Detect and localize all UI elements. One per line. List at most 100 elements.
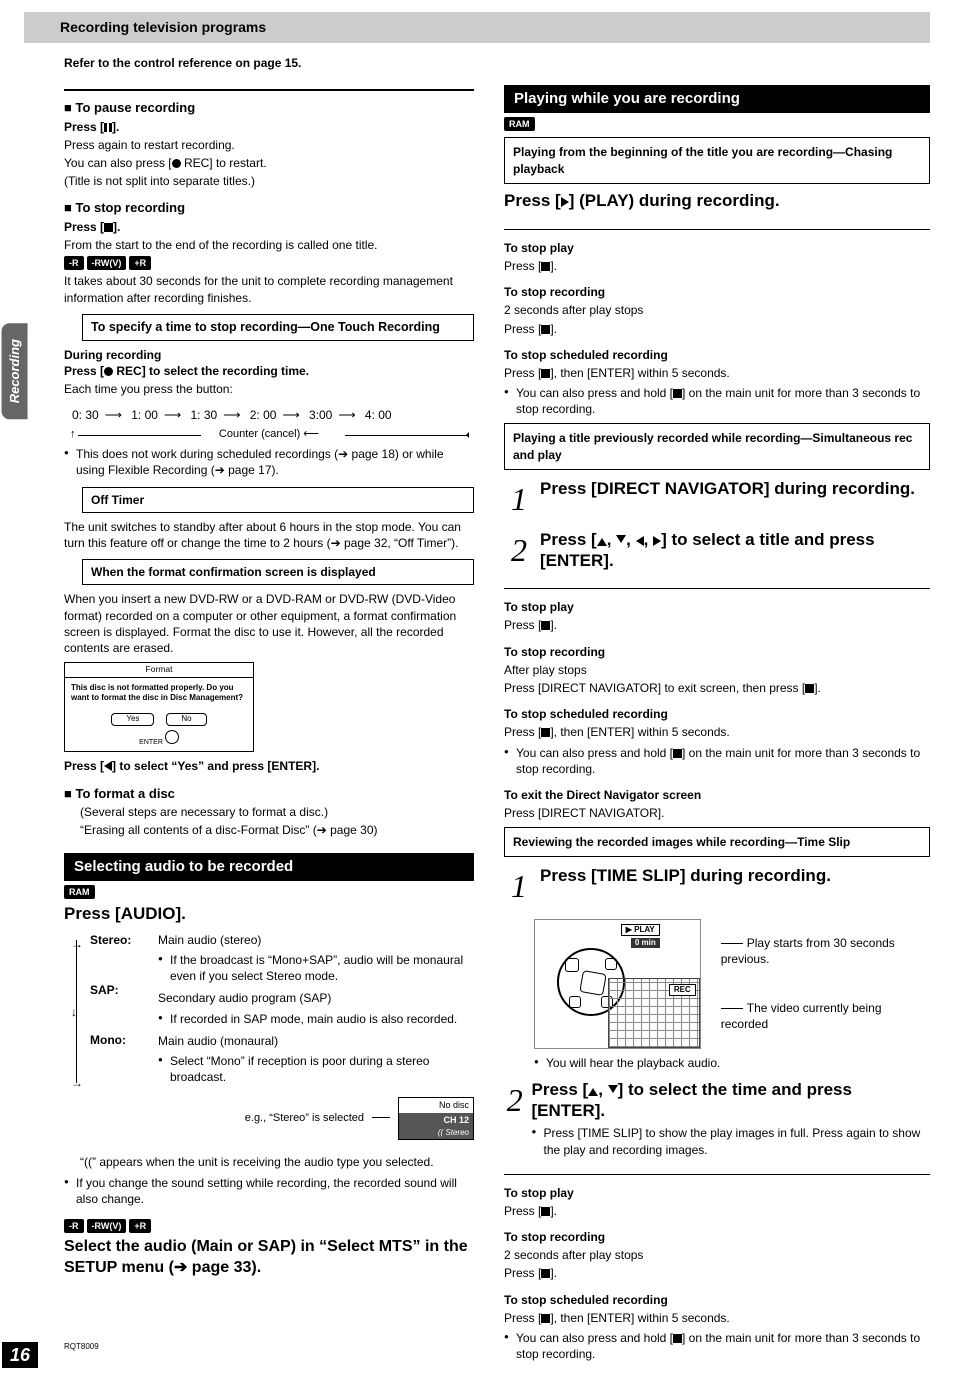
text: ]. [550,259,557,273]
text: Press [ [64,759,104,773]
arrows-col: → ↓ → [64,932,90,1092]
onetouch-press: Press [ REC] to select the recording tim… [64,363,474,379]
down-icon [608,1085,618,1093]
seq-item: 4: 00 [365,407,392,423]
onetouch-sequence: 0: 30⟶ 1: 00⟶ 1: 30⟶ 2: 00⟶ 3:00⟶ 4: 00 [64,407,474,423]
play-icon [561,197,569,207]
onetouch-bullet: This does not work during scheduled reco… [64,446,474,478]
audio-desc-sap: Secondary audio program (SAP) [158,990,474,1006]
disc-tag: -RW(V) [87,1219,127,1233]
pause-line2: You can also press [ REC] to restart. [64,155,474,171]
text: Press [ [64,364,104,378]
text: ]. [112,120,119,134]
yes-button[interactable]: Yes [111,713,154,726]
format-dialog: Format This disc is not formatted proper… [64,662,254,752]
chasing-box: Playing from the beginning of the title … [504,137,930,183]
text: ]. [113,220,120,234]
text: Press [ [504,618,541,632]
stoprec3-line1: 2 seconds after play stops [504,1247,930,1263]
text: REC] to restart. [181,156,267,170]
osd-caption-row: e.g., “Stereo” is selected No disc CH 12… [64,1091,474,1144]
line [78,435,201,436]
arrow-icon: ⟶ [338,408,355,422]
arrow-icon: ⟶ [105,408,122,422]
stoprec-line2: Press []. [504,321,930,337]
no-button[interactable]: No [166,713,206,726]
audio-section-bar: Selecting audio to be recorded [64,853,474,881]
text: ], then [ENTER] within 5 seconds. [550,1311,729,1325]
text: ]. [814,681,821,695]
text: The video currently being recorded [721,1001,882,1031]
audio-note1: “((” appears when the unit is receiving … [64,1154,474,1170]
stop-icon [541,1269,550,1278]
ts-cap2: The video currently being recorded [721,1000,930,1032]
up-icon [597,538,607,546]
formatconfirm-box: When the format confirmation screen is d… [82,559,474,585]
min-badge: 0 min [631,938,660,949]
osd-stereo: (( Stereo [399,1127,473,1140]
text: Press [ [540,530,597,549]
text: ]. [550,618,557,632]
pause-press: Press []. [64,119,474,135]
onetouch-during: During recording [64,347,474,363]
stoprec-line1: 2 seconds after play stops [504,302,930,318]
onetouch-box: To specify a time to stop recording—One … [82,314,474,341]
text: Press [ [64,220,104,234]
down-icon [616,535,626,543]
arrow-icon: ⟶ [164,408,181,422]
dialog-body: This disc is not formatted properly. Do … [65,678,253,710]
text: Press [ [504,366,541,380]
seq-item: 2: 00 [250,407,277,423]
formatdisc-line1: (Several steps are necessary to format a… [64,804,474,820]
ts-step1-text: Press [TIME SLIP] during recording. [540,865,930,886]
audio-label-mono: Mono: [90,1032,158,1048]
seq-item: 3:00 [309,407,332,423]
disc-tag: -R [64,256,84,270]
stopsched2-title: To stop scheduled recording [504,706,930,722]
step1-text: Press [DIRECT NAVIGATOR] during recordin… [540,478,930,499]
stopsched2-bullet: You can also press and hold [] on the ma… [504,745,930,777]
text: ] (PLAY) during recording. [569,191,780,210]
osd-box: No disc CH 12 (( Stereo [398,1097,474,1140]
stopsched-line: Press [], then [ENTER] within 5 seconds. [504,365,930,381]
stop-icon [673,749,682,758]
stop-icon [541,1314,550,1323]
text: Press [ [504,1204,541,1218]
stop-press: Press []. [64,219,474,235]
pause-line1: Press again to restart recording. [64,137,474,153]
ram-tag: RAM [64,885,95,899]
text: Press [ [504,259,541,273]
disc-tag: +R [129,256,151,270]
format-press: Press [] to select “Yes” and press [ENTE… [64,758,474,774]
text: Press [ [504,1266,541,1280]
stop-icon [541,621,550,630]
stopplay3-line: Press []. [504,1203,930,1219]
stop-heading: To stop recording [64,199,474,217]
step2-text: Press [, , , ] to select a title and pre… [540,529,930,572]
stop-icon [104,223,113,232]
seq-item: 1: 30 [191,407,218,423]
audio-list: → ↓ → Stereo: SAP: Mono: Main audio (ste… [64,932,474,1092]
stoprec2-title: To stop recording [504,644,930,660]
text: You can also press and hold [ [516,386,673,400]
stop-icon [541,728,550,737]
page-number: 16 [2,1342,38,1368]
counter-label: Counter (cancel) ⟵ [215,427,323,442]
record-icon [104,367,113,376]
osd-caption: e.g., “Stereo” is selected [64,1111,364,1126]
text: PLAY [634,925,655,934]
stop-icon [805,684,814,693]
stop-line2: It takes about 30 seconds for the unit t… [64,273,474,305]
select-mts: Select the audio (Main or SAP) in “Selec… [64,1237,474,1279]
step-2: 2 [504,529,534,572]
rec-badge: REC [669,984,696,997]
ts-note: You will hear the playback audio. [534,1055,930,1071]
ts-cap1: Play starts from 30 seconds previous. [721,935,930,967]
stop-icon [541,369,550,378]
pause-heading: To pause recording [64,99,474,117]
timeslip-figure: ▶ PLAY 0 min REC Play starts from 30 sec… [534,919,930,1049]
audio-label-sap: SAP: [90,982,158,998]
press-play: Press [] (PLAY) during recording. [504,190,930,213]
text: Press [ [504,1311,541,1325]
record-icon [172,159,181,168]
